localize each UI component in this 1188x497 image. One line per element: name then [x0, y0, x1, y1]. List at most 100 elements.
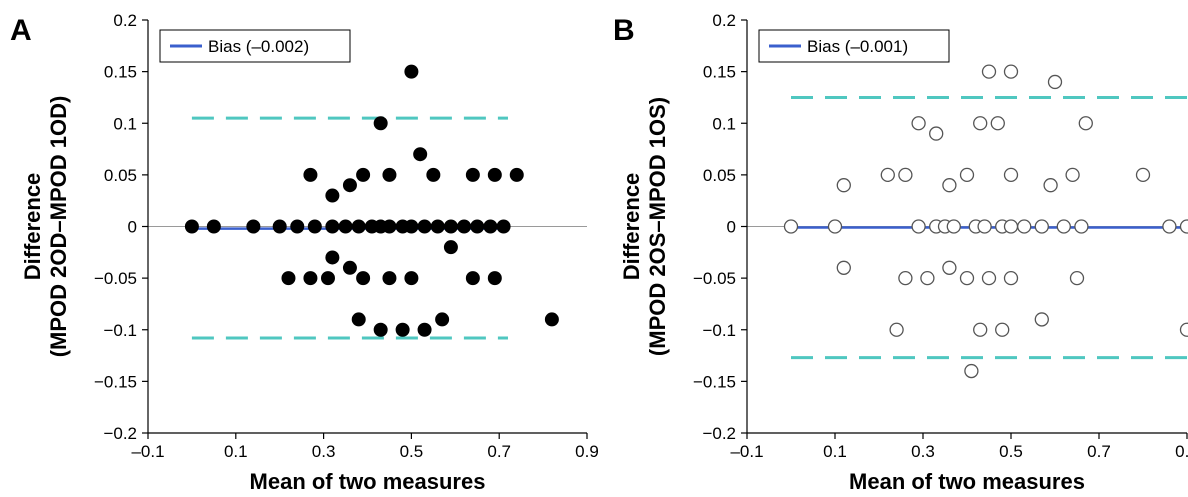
data-point: [417, 219, 432, 234]
data-point: [351, 312, 366, 327]
data-point: [959, 167, 975, 183]
data-point: [995, 322, 1010, 337]
y-tick-label: −0.15: [94, 372, 137, 391]
y-tick-label: −0.2: [702, 424, 736, 443]
data-point: [206, 219, 221, 234]
y-axis-title: Difference: [619, 173, 644, 281]
chart-panel-a: A 0.2 0.15 0.1 0.05 0 −0.05 −0.1 −0.15 −0.2–0.1 0.…: [10, 11, 599, 494]
data-point: [783, 219, 799, 234]
data-point: [413, 147, 428, 162]
y-axis-title: Difference: [20, 173, 45, 281]
data-point: [443, 240, 458, 255]
data-point: [351, 219, 366, 234]
data-point: [1074, 219, 1089, 234]
data-point: [320, 271, 335, 286]
data-point: [356, 271, 371, 286]
data-point: [465, 271, 480, 286]
y-tick-label: −0.05: [94, 269, 137, 288]
data-point: [1056, 219, 1071, 234]
data-point: [457, 219, 472, 234]
y-tick-label: −0.05: [693, 269, 736, 288]
data-point: [911, 219, 926, 234]
data-point: [1017, 219, 1032, 234]
data-point: [1034, 219, 1049, 234]
data-point: [942, 178, 957, 193]
data-point: [1034, 312, 1049, 327]
data-point: [1003, 167, 1019, 183]
data-point: [1069, 270, 1085, 286]
data-point: [1162, 219, 1177, 234]
panel-letter: B: [613, 14, 635, 47]
data-point: [964, 363, 979, 379]
data-point: [404, 271, 419, 286]
data-point: [470, 219, 485, 234]
x-tick-label: –0.1: [131, 442, 164, 461]
y-tick-label: −0.1: [702, 321, 736, 340]
data-point: [920, 270, 935, 286]
y-tick-label: 0.1: [712, 114, 736, 133]
data-point: [981, 64, 997, 79]
chart-panel-b: B 0.2 0.15 0.1 0.05 0 −0.05 −0.1 −0.15 −0.2–0.1 0.…: [613, 11, 1188, 494]
data-point: [898, 167, 913, 183]
x-tick-label: 0.9: [575, 442, 599, 461]
data-point: [325, 188, 340, 203]
x-tick-label: 0.1: [823, 442, 847, 461]
data-point: [272, 219, 287, 234]
data-point: [1179, 322, 1188, 337]
x-tick-label: 0.7: [1087, 442, 1111, 461]
data-point: [382, 271, 397, 286]
data-point: [342, 260, 357, 275]
x-tick-label: 0.7: [487, 442, 511, 461]
data-point: [404, 64, 419, 79]
data-point: [487, 167, 502, 182]
data-point: [290, 219, 305, 234]
data-point: [898, 270, 913, 286]
data-point: [325, 250, 340, 265]
data-point: [303, 271, 318, 286]
x-tick-label: 0.1: [224, 442, 248, 461]
y-tick-label: 0.05: [703, 166, 736, 185]
data-point: [1003, 64, 1019, 79]
data-point: [544, 312, 559, 327]
y-tick-label: 0.15: [703, 63, 736, 82]
data-point: [382, 167, 397, 182]
legend-label: Bias (–0.001): [807, 37, 908, 56]
x-axis-title: Mean of two measures: [849, 469, 1085, 494]
data-point: [465, 167, 480, 182]
data-point: [977, 219, 992, 234]
data-point: [973, 322, 988, 337]
x-tick-label: 0.5: [400, 442, 424, 461]
x-tick-label: 0.9: [1175, 442, 1188, 461]
y-tick-label: 0.2: [113, 11, 137, 30]
data-point: [246, 219, 261, 234]
data-point: [496, 219, 511, 234]
data-point: [342, 178, 357, 193]
data-point: [827, 219, 843, 234]
x-tick-label: –0.1: [730, 442, 763, 461]
data-point: [942, 260, 957, 275]
panel-letter: A: [10, 14, 32, 47]
data-point: [889, 322, 904, 337]
x-tick-label: 0.3: [911, 442, 935, 461]
data-point: [303, 167, 318, 182]
y-tick-label: −0.15: [693, 372, 736, 391]
y-tick-label: 0.15: [104, 63, 137, 82]
data-point: [184, 219, 199, 234]
data-point: [356, 167, 371, 182]
y-tick-label: 0: [727, 218, 736, 237]
data-point: [382, 219, 397, 234]
data-point: [430, 219, 445, 234]
data-point: [946, 219, 961, 234]
y-axis-title: (MPOD 2OS–MPOD 1OS): [645, 97, 670, 356]
data-point: [325, 219, 340, 234]
data-point: [426, 167, 441, 182]
y-tick-label: 0.05: [104, 166, 137, 185]
data-point: [1003, 219, 1019, 234]
data-point: [509, 167, 524, 182]
y-tick-label: 0: [128, 218, 137, 237]
x-axis-title: Mean of two measures: [250, 469, 486, 494]
data-point: [880, 167, 895, 183]
data-point: [1043, 178, 1058, 193]
data-point: [395, 322, 410, 337]
data-point: [981, 270, 997, 286]
